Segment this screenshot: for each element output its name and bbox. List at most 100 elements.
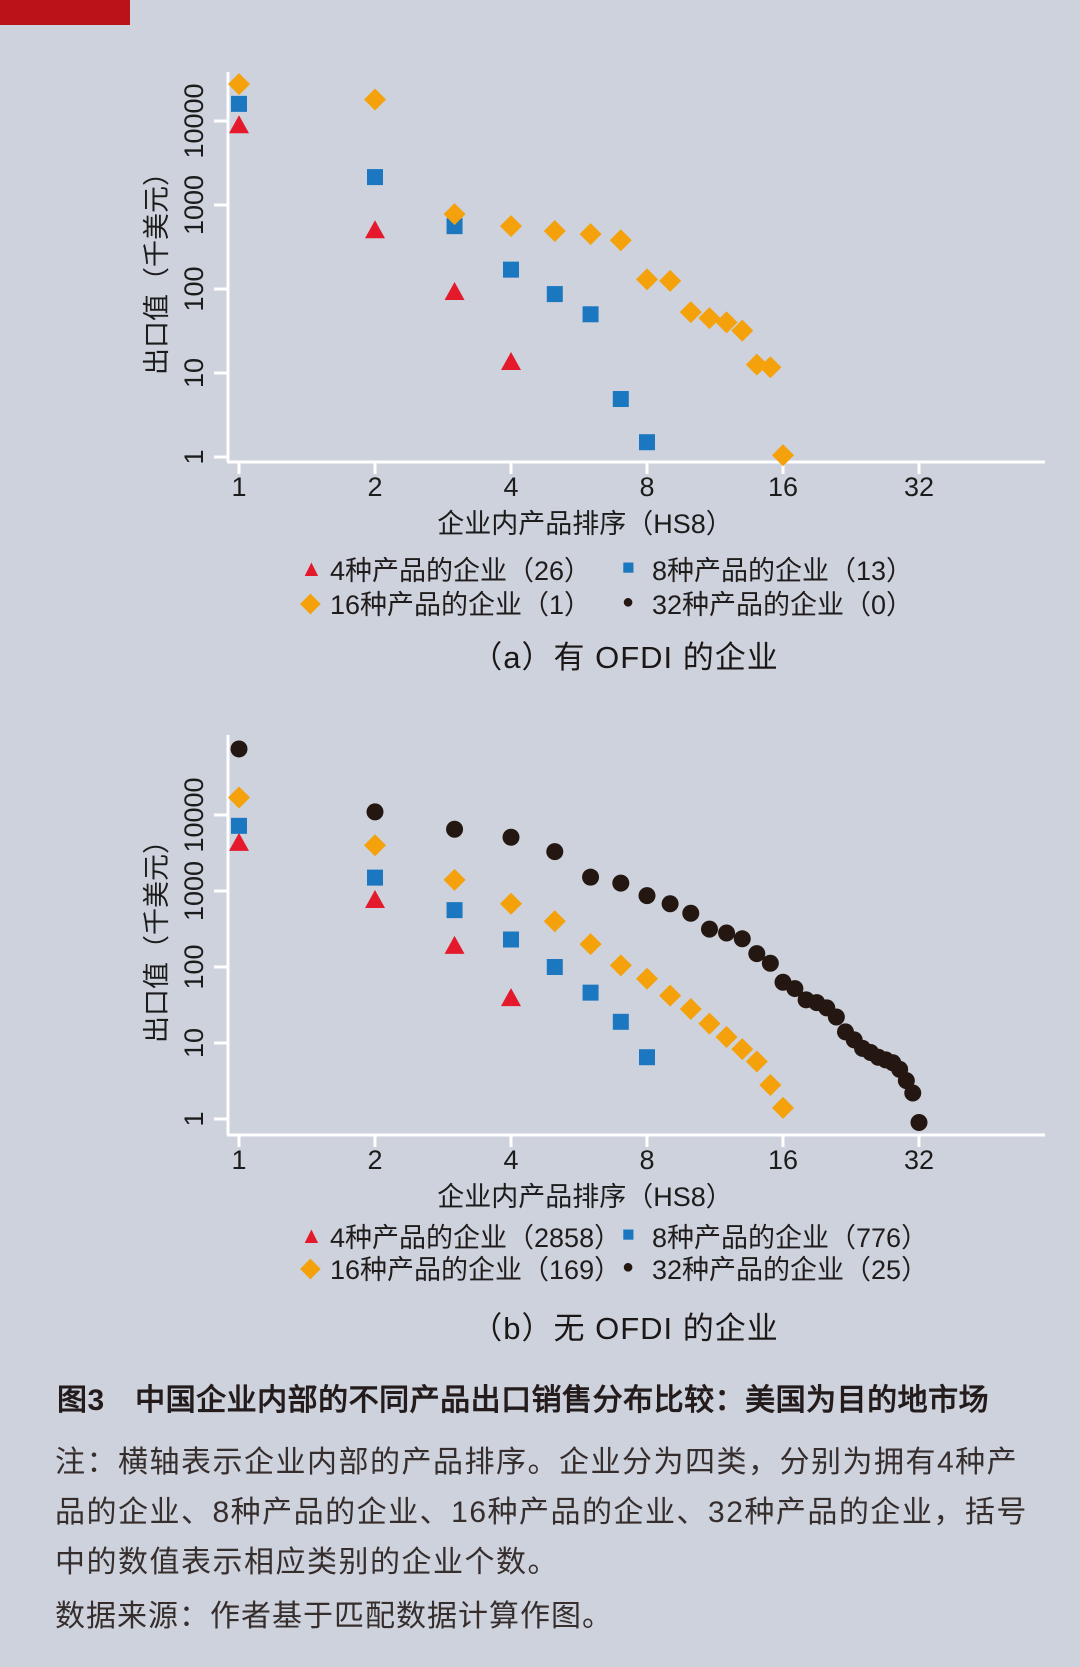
data-point	[543, 910, 566, 933]
y-tick-label: 1	[179, 1111, 209, 1126]
legend-label: 8种产品的企业（13）	[652, 555, 914, 586]
y-tick-label: 10000	[179, 83, 209, 158]
data-point	[731, 319, 754, 342]
data-point	[446, 218, 463, 235]
data-point	[231, 817, 247, 834]
y-tick-label: 10	[179, 1028, 209, 1058]
figure-note-line: 品的企业、8种产品的企业、16种产品的企业、32种产品的企业，括号	[55, 1496, 1028, 1529]
y-tick-label: 1	[179, 449, 209, 464]
panel-b-subtitle: （b）无 OFDI 的企业	[471, 1311, 779, 1346]
y-tick-label: 100	[179, 266, 209, 311]
legend-item: ▲ 4种产品的企业（26）	[300, 553, 591, 586]
y-tick-label: 10	[179, 358, 209, 388]
legend-label: 4种产品的企业（26）	[330, 555, 592, 586]
data-point	[718, 924, 736, 942]
data-point	[639, 1049, 655, 1066]
panel-a-subtitle: （a）有 OFDI 的企业	[471, 640, 779, 675]
data-point	[698, 1012, 721, 1035]
data-point	[229, 115, 249, 134]
data-point	[579, 933, 602, 956]
data-point	[444, 935, 465, 954]
x-tick-label: 2	[367, 1145, 382, 1175]
figure-source: 数据来源：作者基于匹配数据计算作图。	[55, 1600, 613, 1633]
series-triangle	[229, 832, 521, 1007]
data-point	[503, 931, 519, 948]
triangle-marker-icon: ▲	[300, 1222, 323, 1248]
data-point	[612, 1013, 629, 1030]
data-point	[582, 306, 599, 323]
data-point	[446, 902, 463, 919]
data-point	[745, 1050, 768, 1073]
data-point	[682, 904, 700, 922]
data-point	[827, 1008, 845, 1026]
data-point	[365, 220, 385, 239]
data-point	[639, 434, 655, 451]
data-point	[364, 834, 386, 857]
data-point	[503, 261, 519, 278]
circle-marker-icon: ●	[622, 1256, 635, 1278]
data-point	[500, 892, 522, 915]
data-point	[366, 803, 384, 821]
chart-b: 1 10 100 1000 10000 1 2 4 8 16 32 企业内产品排序（HS8） 出口值（千…	[142, 735, 1045, 1212]
data-point	[761, 954, 779, 972]
legend-item: ■ 8种产品的企业（13）	[622, 553, 913, 586]
data-point	[609, 954, 632, 977]
data-point	[501, 352, 521, 371]
data-point	[786, 980, 804, 998]
legend-label: 32种产品的企业（25）	[652, 1254, 929, 1285]
data-point	[582, 868, 600, 886]
x-tick-label: 4	[503, 1145, 518, 1175]
data-point	[546, 843, 564, 861]
square-marker-icon: ■	[622, 1223, 635, 1246]
data-point	[759, 1074, 782, 1097]
x-tick-label: 4	[503, 472, 518, 502]
series-circle	[230, 740, 928, 1131]
figure-note-line: 注：横轴表示企业内部的产品排序。企业分为四类，分别为拥有4种产	[55, 1446, 1019, 1479]
y-tick-label: 1000	[179, 175, 209, 235]
data-point	[500, 215, 522, 238]
legend-item: ◆ 16种产品的企业（1）	[300, 587, 591, 620]
diamond-marker-icon: ◆	[300, 1252, 321, 1282]
data-point	[365, 890, 385, 909]
series-diamond	[228, 786, 794, 1119]
data-point	[759, 356, 782, 379]
data-point	[543, 220, 566, 243]
data-point	[367, 169, 383, 186]
data-point	[501, 988, 521, 1007]
data-point	[661, 895, 679, 913]
data-point	[636, 268, 658, 291]
data-point	[715, 311, 738, 334]
data-point	[904, 1084, 922, 1102]
data-point	[715, 1025, 738, 1048]
x-tick-label: 1	[231, 1145, 246, 1175]
y-tick-label: 10000	[179, 777, 209, 852]
data-point	[443, 203, 466, 226]
x-tick-label: 8	[639, 472, 654, 502]
x-axis-title: 企业内产品排序（HS8）	[437, 1182, 733, 1212]
series-square	[231, 817, 655, 1066]
figure-caption: 图3 中国企业内部的不同产品出口销售分布比较：美国为目的地市场	[57, 1384, 990, 1417]
series-triangle	[229, 115, 521, 371]
data-point	[582, 984, 599, 1001]
data-point	[546, 286, 563, 303]
data-point	[229, 832, 249, 851]
x-axis-title: 企业内产品排序（HS8）	[437, 509, 733, 539]
data-point	[659, 269, 682, 292]
data-point	[612, 874, 630, 892]
square-marker-icon: ■	[622, 556, 635, 579]
data-point	[679, 301, 702, 324]
top-red-banner	[0, 0, 130, 25]
data-point	[636, 967, 658, 990]
legend-item: ● 32种产品的企业（25）	[622, 1252, 928, 1285]
data-point	[367, 869, 383, 886]
diamond-marker-icon: ◆	[300, 587, 321, 617]
series-square	[231, 95, 655, 451]
legend-label: 32种产品的企业（0）	[652, 589, 914, 620]
data-point	[910, 1113, 928, 1131]
data-point	[659, 984, 682, 1007]
legend-item: ◆ 16种产品的企业（169）	[300, 1252, 621, 1285]
triangle-marker-icon: ▲	[300, 555, 323, 581]
data-point	[231, 95, 247, 112]
x-tick-label: 32	[904, 472, 934, 502]
